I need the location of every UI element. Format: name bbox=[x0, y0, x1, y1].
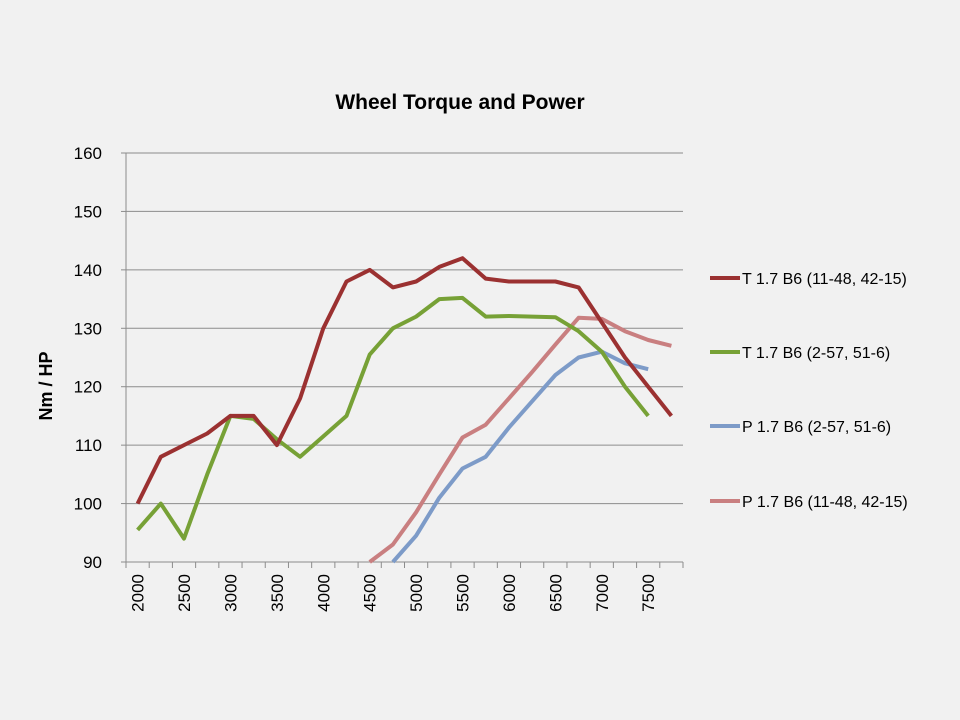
gridlines bbox=[126, 152, 683, 505]
x-tick-label: 5500 bbox=[454, 574, 473, 612]
plot-area bbox=[135, 256, 673, 564]
y-tick-label: 130 bbox=[74, 319, 102, 338]
x-tick-labels: 2000 2500 3000 3500 4000 4500 5000 5500 6000 6500… bbox=[129, 574, 659, 612]
y-tick-label: 160 bbox=[74, 144, 102, 163]
x-tick-label: 2500 bbox=[175, 574, 194, 612]
x-tick-label: 7000 bbox=[593, 574, 612, 612]
x-tick-label: 4500 bbox=[361, 574, 380, 612]
x-tick-label: 6500 bbox=[546, 574, 565, 612]
y-tick-label: 140 bbox=[74, 261, 102, 280]
y-tick-label: 90 bbox=[83, 553, 102, 572]
x-tick-label: 4000 bbox=[314, 574, 333, 612]
y-tick-labels: 90 100 110 120 130 140 150 160 bbox=[74, 144, 102, 572]
series-line bbox=[368, 315, 672, 564]
series-line bbox=[391, 349, 649, 564]
x-tick-label: 6000 bbox=[500, 574, 519, 612]
y-tick-label: 110 bbox=[75, 436, 102, 455]
legend-entry: T 1.7 B6 (2-57, 51-6) bbox=[742, 345, 890, 362]
legend-entry: P 1.7 B6 (11-48, 42-15) bbox=[742, 494, 908, 511]
y-axis-label: Nm / HP bbox=[36, 351, 56, 420]
x-tick-label: 7500 bbox=[639, 574, 658, 612]
chart-title: Wheel Torque and Power bbox=[335, 91, 584, 114]
x-tick-label: 5000 bbox=[407, 574, 426, 612]
series-line bbox=[136, 295, 650, 541]
x-tick-label: 3500 bbox=[268, 574, 287, 612]
legend-entry: P 1.7 B6 (2-57, 51-6) bbox=[742, 419, 891, 436]
x-tick-label: 3000 bbox=[221, 574, 240, 612]
series-line bbox=[135, 256, 673, 505]
legend: T 1.7 B6 (11-48, 42-15) T 1.7 B6 (2-57, 5… bbox=[710, 271, 908, 511]
y-tick-label: 100 bbox=[74, 495, 102, 514]
y-tick-label: 150 bbox=[74, 202, 102, 221]
x-tick-label: 2000 bbox=[129, 574, 148, 612]
y-tick-label: 120 bbox=[74, 378, 102, 397]
axes bbox=[121, 152, 684, 568]
legend-entry: T 1.7 B6 (11-48, 42-15) bbox=[742, 271, 907, 288]
